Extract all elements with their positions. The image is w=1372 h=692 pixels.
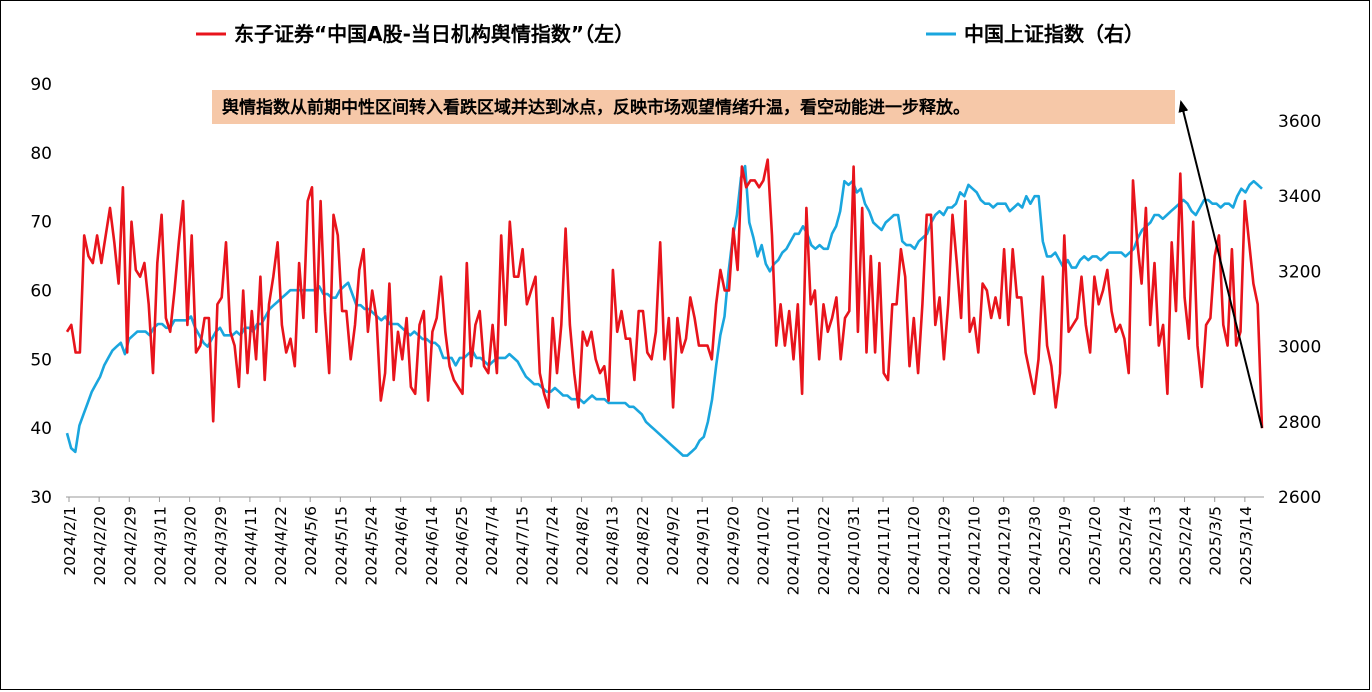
x-tick-label: 2024/12/10 bbox=[966, 506, 984, 595]
x-tick-label: 2024/2/29 bbox=[121, 506, 139, 585]
legend-label-index: 中国上证指数（右） bbox=[964, 22, 1144, 46]
left-tick-label: 90 bbox=[30, 75, 52, 95]
x-tick-label: 2024/11/29 bbox=[935, 506, 953, 595]
x-tick-label: 2024/6/14 bbox=[423, 506, 441, 585]
x-tick-label: 2024/3/29 bbox=[212, 506, 230, 585]
x-tick-label: 2024/12/30 bbox=[1026, 506, 1044, 595]
x-tick-label: 2025/2/24 bbox=[1177, 506, 1195, 585]
x-tick-label: 2024/7/24 bbox=[543, 506, 561, 585]
x-tick-label: 2025/1/20 bbox=[1086, 506, 1104, 585]
x-tick-label: 2024/10/2 bbox=[754, 506, 772, 585]
left-tick-label: 60 bbox=[30, 282, 52, 302]
legend-label-sentiment: 东子证券“中国A股-当日机构舆情指数”（左） bbox=[234, 22, 634, 46]
x-tick-label: 2024/5/15 bbox=[332, 506, 350, 585]
x-tick-label: 2024/3/20 bbox=[182, 506, 200, 585]
x-tick-label: 2024/9/2 bbox=[664, 506, 682, 576]
series-layer bbox=[65, 158, 1264, 457]
x-tick-label: 2024/9/20 bbox=[724, 506, 742, 585]
x-tick-label: 2024/7/4 bbox=[483, 506, 501, 576]
x-tick-label: 2024/10/22 bbox=[815, 506, 833, 595]
right-tick-label: 3600 bbox=[1278, 112, 1321, 132]
left-axis: 30 40 50 60 70 80 90 bbox=[30, 75, 52, 508]
left-tick-label: 50 bbox=[30, 350, 52, 370]
x-tick-label: 2025/3/14 bbox=[1237, 506, 1255, 585]
x-tick-label: 2024/5/6 bbox=[302, 506, 320, 576]
legend: 东子证券“中国A股-当日机构舆情指数”（左） 中国上证指数（右） bbox=[196, 22, 1144, 46]
right-tick-label: 3400 bbox=[1278, 187, 1321, 207]
right-tick-label: 2600 bbox=[1278, 488, 1321, 508]
x-tick-label: 2024/6/25 bbox=[453, 506, 471, 585]
x-tick-label: 2025/3/5 bbox=[1207, 506, 1225, 576]
left-tick-label: 30 bbox=[30, 488, 52, 508]
x-tick-label: 2024/2/1 bbox=[61, 506, 79, 576]
x-tick-label: 2025/2/4 bbox=[1116, 506, 1134, 576]
annotation: 舆情指数从前期中性区间转入看跌区域并达到冰点，反映市场观望情绪升温，看空动能进一… bbox=[212, 90, 1263, 429]
x-tick-label: 2024/3/11 bbox=[151, 506, 169, 585]
annotation-box bbox=[212, 90, 1175, 124]
left-tick-label: 70 bbox=[30, 213, 52, 233]
x-tick-label: 2024/8/2 bbox=[574, 506, 592, 576]
left-tick-label: 80 bbox=[30, 144, 52, 164]
x-tick-label: 2024/11/11 bbox=[875, 506, 893, 595]
x-tick-label: 2024/12/19 bbox=[996, 506, 1014, 595]
right-tick-label: 3000 bbox=[1278, 338, 1321, 358]
x-tick-label: 2024/10/31 bbox=[845, 506, 863, 595]
x-tick-label: 2024/10/11 bbox=[785, 506, 803, 595]
x-tick-label: 2024/8/22 bbox=[634, 506, 652, 585]
x-tick-label: 2025/2/13 bbox=[1146, 506, 1164, 585]
x-tick-label: 2024/5/24 bbox=[363, 506, 381, 585]
index-series-line bbox=[65, 164, 1263, 457]
x-tick-label: 2024/4/22 bbox=[272, 506, 290, 585]
x-tick-label: 2024/6/4 bbox=[393, 506, 411, 576]
x-axis: 2024/2/1 2024/2/20 2024/2/29 2024/3/11 2024/… bbox=[61, 497, 1255, 595]
annotation-text: 舆情指数从前期中性区间转入看跌区域并达到冰点，反映市场观望情绪升温，看空动能进一… bbox=[222, 97, 970, 118]
x-tick-label: 2024/4/11 bbox=[242, 506, 260, 585]
sentiment-series-line bbox=[65, 158, 1264, 429]
right-tick-label: 3200 bbox=[1278, 262, 1321, 282]
x-tick-label: 2024/9/11 bbox=[694, 506, 712, 585]
x-tick-label: 2024/8/13 bbox=[604, 506, 622, 585]
x-tick-label: 2024/7/15 bbox=[513, 506, 531, 585]
annotation-arrow bbox=[1178, 100, 1263, 429]
x-tick-label: 2025/1/9 bbox=[1056, 506, 1074, 576]
left-tick-label: 40 bbox=[30, 419, 52, 439]
x-tick-label: 2024/11/20 bbox=[905, 506, 923, 595]
x-tick-label: 2024/2/20 bbox=[91, 506, 109, 585]
right-axis: 2600 2800 3000 3200 3400 3600 bbox=[1278, 112, 1321, 508]
right-tick-label: 2800 bbox=[1278, 413, 1321, 433]
